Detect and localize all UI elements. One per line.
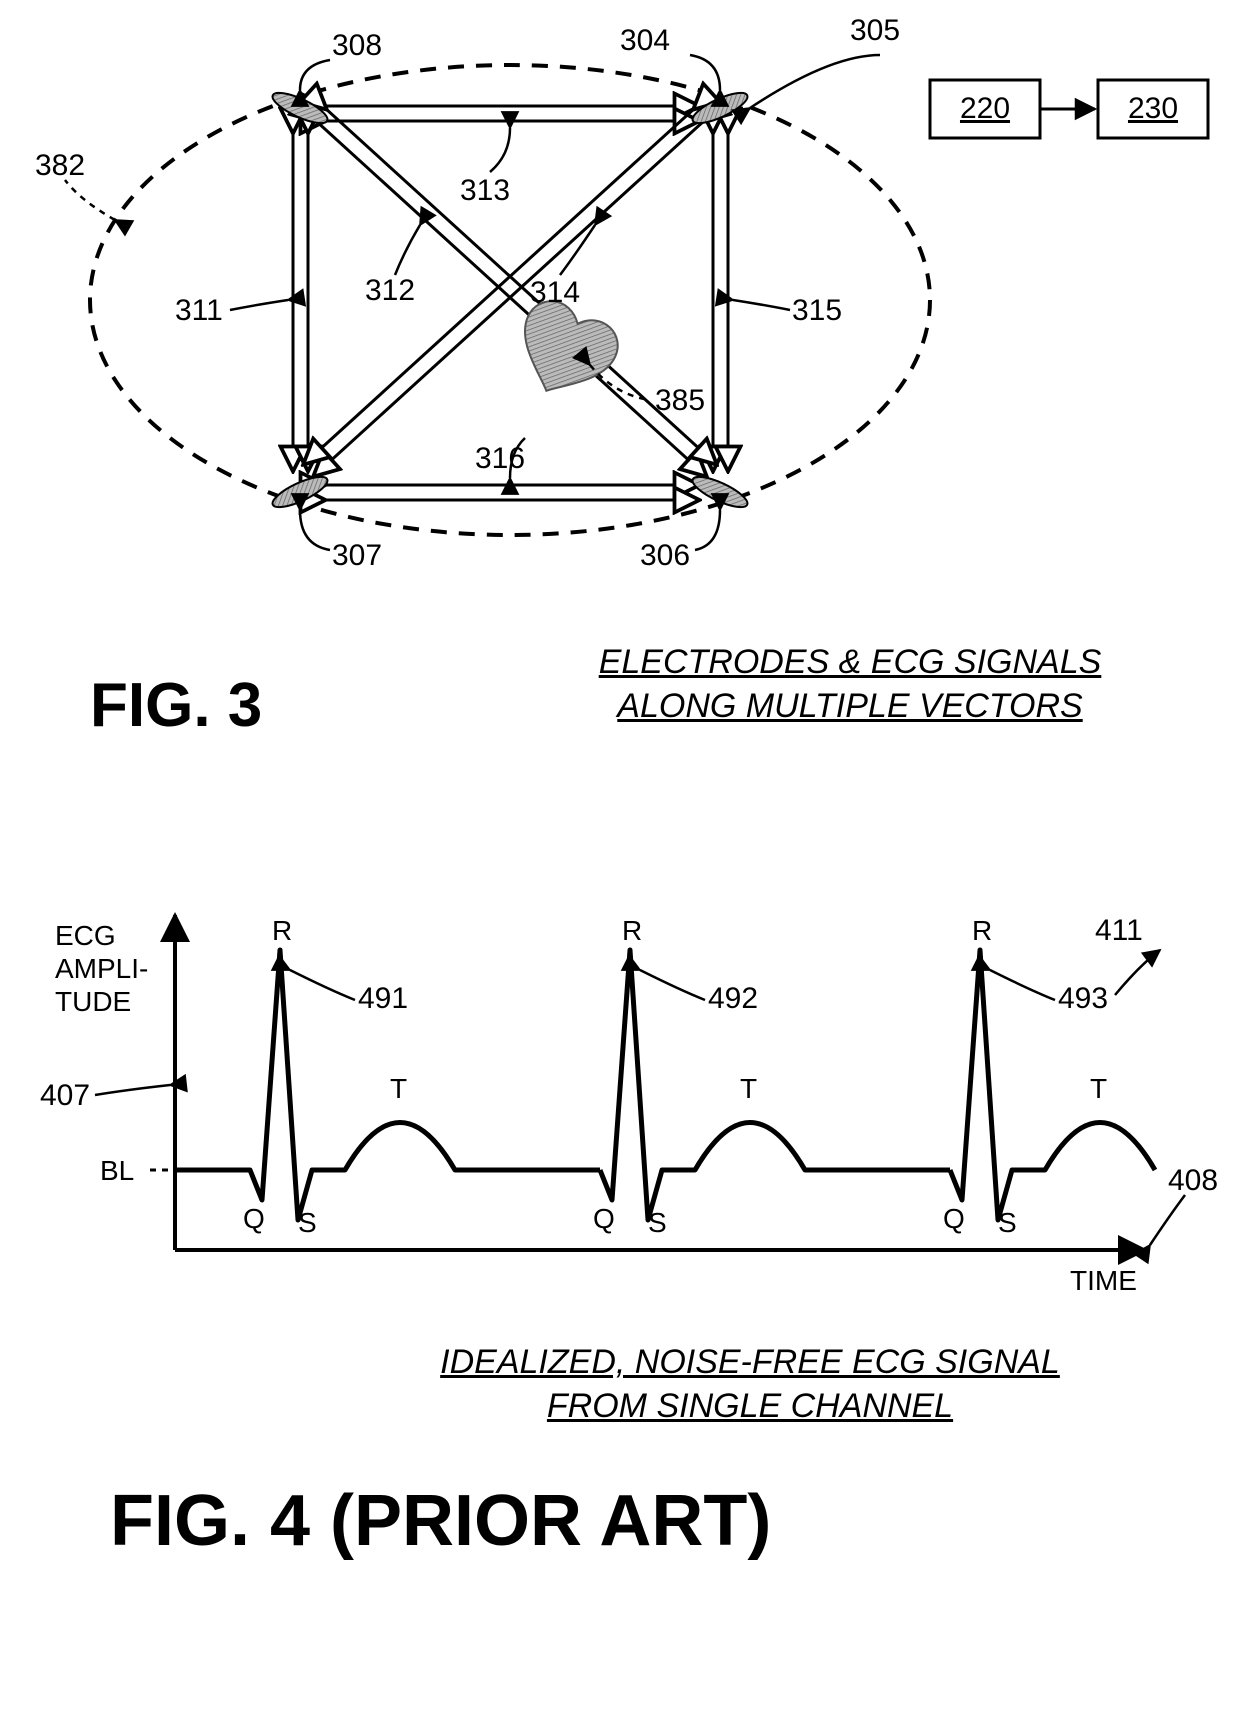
- r-label-1: R: [272, 915, 292, 946]
- bl-label: BL: [100, 1155, 134, 1186]
- r-label-2: R: [622, 915, 642, 946]
- fig4-chart: ECG AMPLI- TUDE TIME BL 407 R 491 Q S T …: [0, 880, 1240, 1330]
- ref-305: 305: [850, 14, 900, 47]
- fig4-caption-line1: IDEALIZED, NOISE-FREE ECG SIGNAL: [440, 1343, 1060, 1381]
- s-label-3: S: [998, 1207, 1017, 1238]
- ref-304: 304: [620, 24, 670, 57]
- box-230-label: 230: [1128, 92, 1178, 125]
- q-label-1: Q: [243, 1203, 265, 1234]
- ref-492: 492: [708, 982, 758, 1015]
- q-label-3: Q: [943, 1203, 965, 1234]
- fig3-title: FIG. 3: [90, 670, 262, 741]
- vectors: [293, 106, 728, 500]
- ref-493: 493: [1058, 982, 1108, 1015]
- ref-307: 307: [332, 539, 382, 572]
- ref-312: 312: [365, 274, 415, 307]
- ref-408: 408: [1168, 1164, 1218, 1197]
- ref-316: 316: [475, 442, 525, 475]
- ref-314: 314: [530, 276, 580, 309]
- ref-382: 382: [35, 149, 85, 182]
- fig3-caption-line1: ELECTRODES & ECG SIGNALS: [599, 643, 1102, 681]
- ref-491: 491: [358, 982, 408, 1015]
- fig3-caption-line2: ALONG MULTIPLE VECTORS: [617, 687, 1082, 725]
- y-axis-label-2: AMPLI-: [55, 953, 148, 984]
- t-label-3: T: [1090, 1073, 1107, 1104]
- ref-306: 306: [640, 539, 690, 572]
- ref-labels: 308 304 307 306 382 385 313 312 314 311 …: [35, 14, 900, 572]
- s-label-1: S: [298, 1207, 317, 1238]
- t-label-2: T: [740, 1073, 757, 1104]
- q-label-2: Q: [593, 1203, 615, 1234]
- heart-icon: [503, 293, 626, 411]
- r-label-3: R: [972, 915, 992, 946]
- fig4-caption: IDEALIZED, NOISE-FREE ECG SIGNAL FROM SI…: [340, 1340, 1160, 1428]
- box-220-label: 220: [960, 92, 1010, 125]
- ref-308: 308: [332, 29, 382, 62]
- y-axis-label-1: ECG: [55, 920, 116, 951]
- ref-311: 311: [175, 294, 223, 327]
- ref-407: 407: [40, 1079, 90, 1112]
- ref-385: 385: [655, 384, 705, 417]
- ref-315: 315: [792, 294, 842, 327]
- ref-313: 313: [460, 174, 510, 207]
- y-axis-label-3: TUDE: [55, 986, 131, 1017]
- t-label-1: T: [390, 1073, 407, 1104]
- fig4-title: FIG. 4 (PRIOR ART): [110, 1480, 771, 1562]
- fig4-caption-line2: FROM SINGLE CHANNEL: [547, 1387, 953, 1425]
- x-axis-label: TIME: [1070, 1265, 1137, 1296]
- s-label-2: S: [648, 1207, 667, 1238]
- fig3-diagram: 308 304 307 306 382 385 313 312 314 311 …: [0, 0, 1240, 620]
- ecg-waveform: [175, 950, 1155, 1220]
- ref-411: 411: [1095, 914, 1143, 947]
- fig3-caption: ELECTRODES & ECG SIGNALS ALONG MULTIPLE …: [500, 640, 1200, 728]
- boxes: 220 230: [930, 80, 1208, 138]
